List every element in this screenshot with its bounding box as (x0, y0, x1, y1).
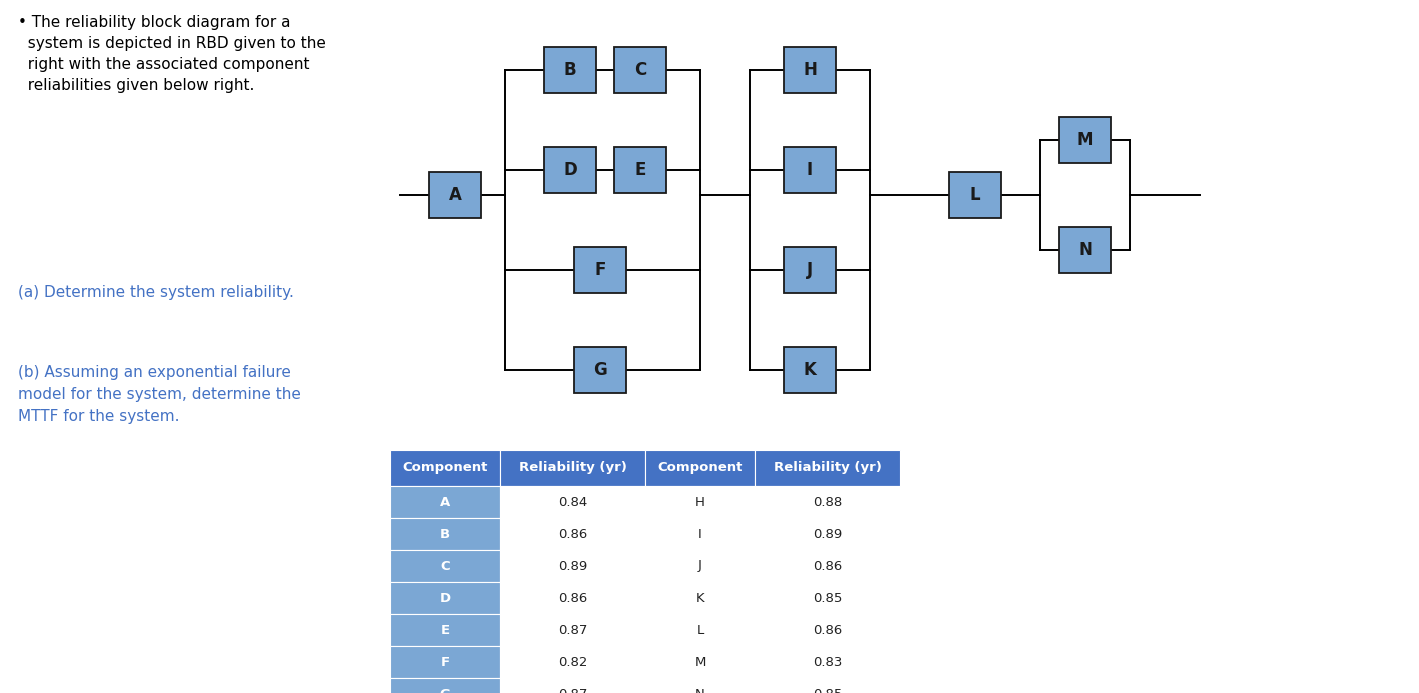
Text: I: I (807, 161, 813, 179)
Text: K: K (695, 592, 704, 604)
Bar (390, 614, 499, 646)
Bar (646, 646, 755, 678)
FancyBboxPatch shape (785, 47, 836, 93)
Bar (755, 450, 900, 486)
Text: 0.86: 0.86 (813, 624, 841, 636)
Text: (b) Assuming an exponential failure
model for the system, determine the
MTTF for: (b) Assuming an exponential failure mode… (18, 365, 301, 424)
Bar (499, 646, 646, 678)
Bar (390, 646, 499, 678)
Bar (646, 678, 755, 693)
Bar (390, 678, 499, 693)
Text: M: M (694, 656, 705, 669)
Text: 0.87: 0.87 (558, 687, 587, 693)
Bar (646, 518, 755, 550)
Text: 0.86: 0.86 (558, 592, 587, 604)
Bar (646, 550, 755, 582)
Text: K: K (803, 361, 816, 379)
Bar (390, 486, 499, 518)
Bar (755, 550, 900, 582)
Text: Component: Component (657, 462, 742, 475)
Bar (499, 518, 646, 550)
FancyBboxPatch shape (429, 172, 481, 218)
Bar (646, 450, 755, 486)
Text: N: N (695, 687, 705, 693)
Text: 0.86: 0.86 (558, 527, 587, 541)
Bar (755, 518, 900, 550)
Bar (755, 614, 900, 646)
FancyBboxPatch shape (543, 147, 596, 193)
Text: Reliability (yr): Reliability (yr) (518, 462, 626, 475)
Text: 0.89: 0.89 (558, 559, 587, 572)
Bar (499, 614, 646, 646)
FancyBboxPatch shape (1059, 227, 1111, 273)
FancyBboxPatch shape (785, 147, 836, 193)
Text: 0.87: 0.87 (558, 624, 587, 636)
Text: C: C (634, 61, 646, 79)
Text: 0.86: 0.86 (813, 559, 841, 572)
FancyBboxPatch shape (575, 347, 626, 393)
Bar (390, 450, 499, 486)
Text: • The reliability block diagram for a
  system is depicted in RBD given to the
 : • The reliability block diagram for a sy… (18, 15, 326, 93)
Text: B: B (440, 527, 450, 541)
Text: G: G (440, 687, 450, 693)
Text: 0.85: 0.85 (813, 592, 843, 604)
Bar (755, 582, 900, 614)
Bar (755, 646, 900, 678)
Bar (646, 582, 755, 614)
FancyBboxPatch shape (575, 247, 626, 293)
FancyBboxPatch shape (785, 247, 836, 293)
Text: 0.82: 0.82 (558, 656, 587, 669)
FancyBboxPatch shape (614, 147, 666, 193)
Bar (499, 582, 646, 614)
Bar (646, 614, 755, 646)
Text: F: F (440, 656, 450, 669)
Bar (499, 550, 646, 582)
Text: H: H (803, 61, 817, 79)
Text: L: L (969, 186, 981, 204)
Bar (499, 678, 646, 693)
Bar (390, 518, 499, 550)
Text: H: H (695, 495, 705, 509)
Text: Component: Component (403, 462, 488, 475)
Text: D: D (440, 592, 451, 604)
Text: F: F (595, 261, 606, 279)
Bar (755, 486, 900, 518)
Text: 0.84: 0.84 (558, 495, 587, 509)
Bar (390, 582, 499, 614)
Bar (755, 678, 900, 693)
Text: L: L (697, 624, 704, 636)
FancyBboxPatch shape (785, 347, 836, 393)
FancyBboxPatch shape (614, 47, 666, 93)
Text: B: B (563, 61, 576, 79)
Bar (646, 486, 755, 518)
Text: 0.89: 0.89 (813, 527, 841, 541)
Text: I: I (698, 527, 702, 541)
Text: N: N (1078, 241, 1093, 259)
FancyBboxPatch shape (949, 172, 1000, 218)
Text: C: C (440, 559, 450, 572)
Text: Reliability (yr): Reliability (yr) (773, 462, 881, 475)
Text: 0.83: 0.83 (813, 656, 843, 669)
FancyBboxPatch shape (1059, 117, 1111, 163)
Text: M: M (1077, 131, 1093, 149)
Text: A: A (440, 495, 450, 509)
Bar (499, 450, 646, 486)
Text: 0.88: 0.88 (813, 495, 841, 509)
Text: (a) Determine the system reliability.: (a) Determine the system reliability. (18, 285, 294, 300)
Bar (499, 486, 646, 518)
Text: E: E (440, 624, 450, 636)
Text: A: A (448, 186, 461, 204)
Text: J: J (807, 261, 813, 279)
Text: D: D (563, 161, 578, 179)
Text: J: J (698, 559, 702, 572)
Text: E: E (634, 161, 646, 179)
FancyBboxPatch shape (543, 47, 596, 93)
Text: G: G (593, 361, 607, 379)
Bar (390, 550, 499, 582)
Text: 0.85: 0.85 (813, 687, 843, 693)
